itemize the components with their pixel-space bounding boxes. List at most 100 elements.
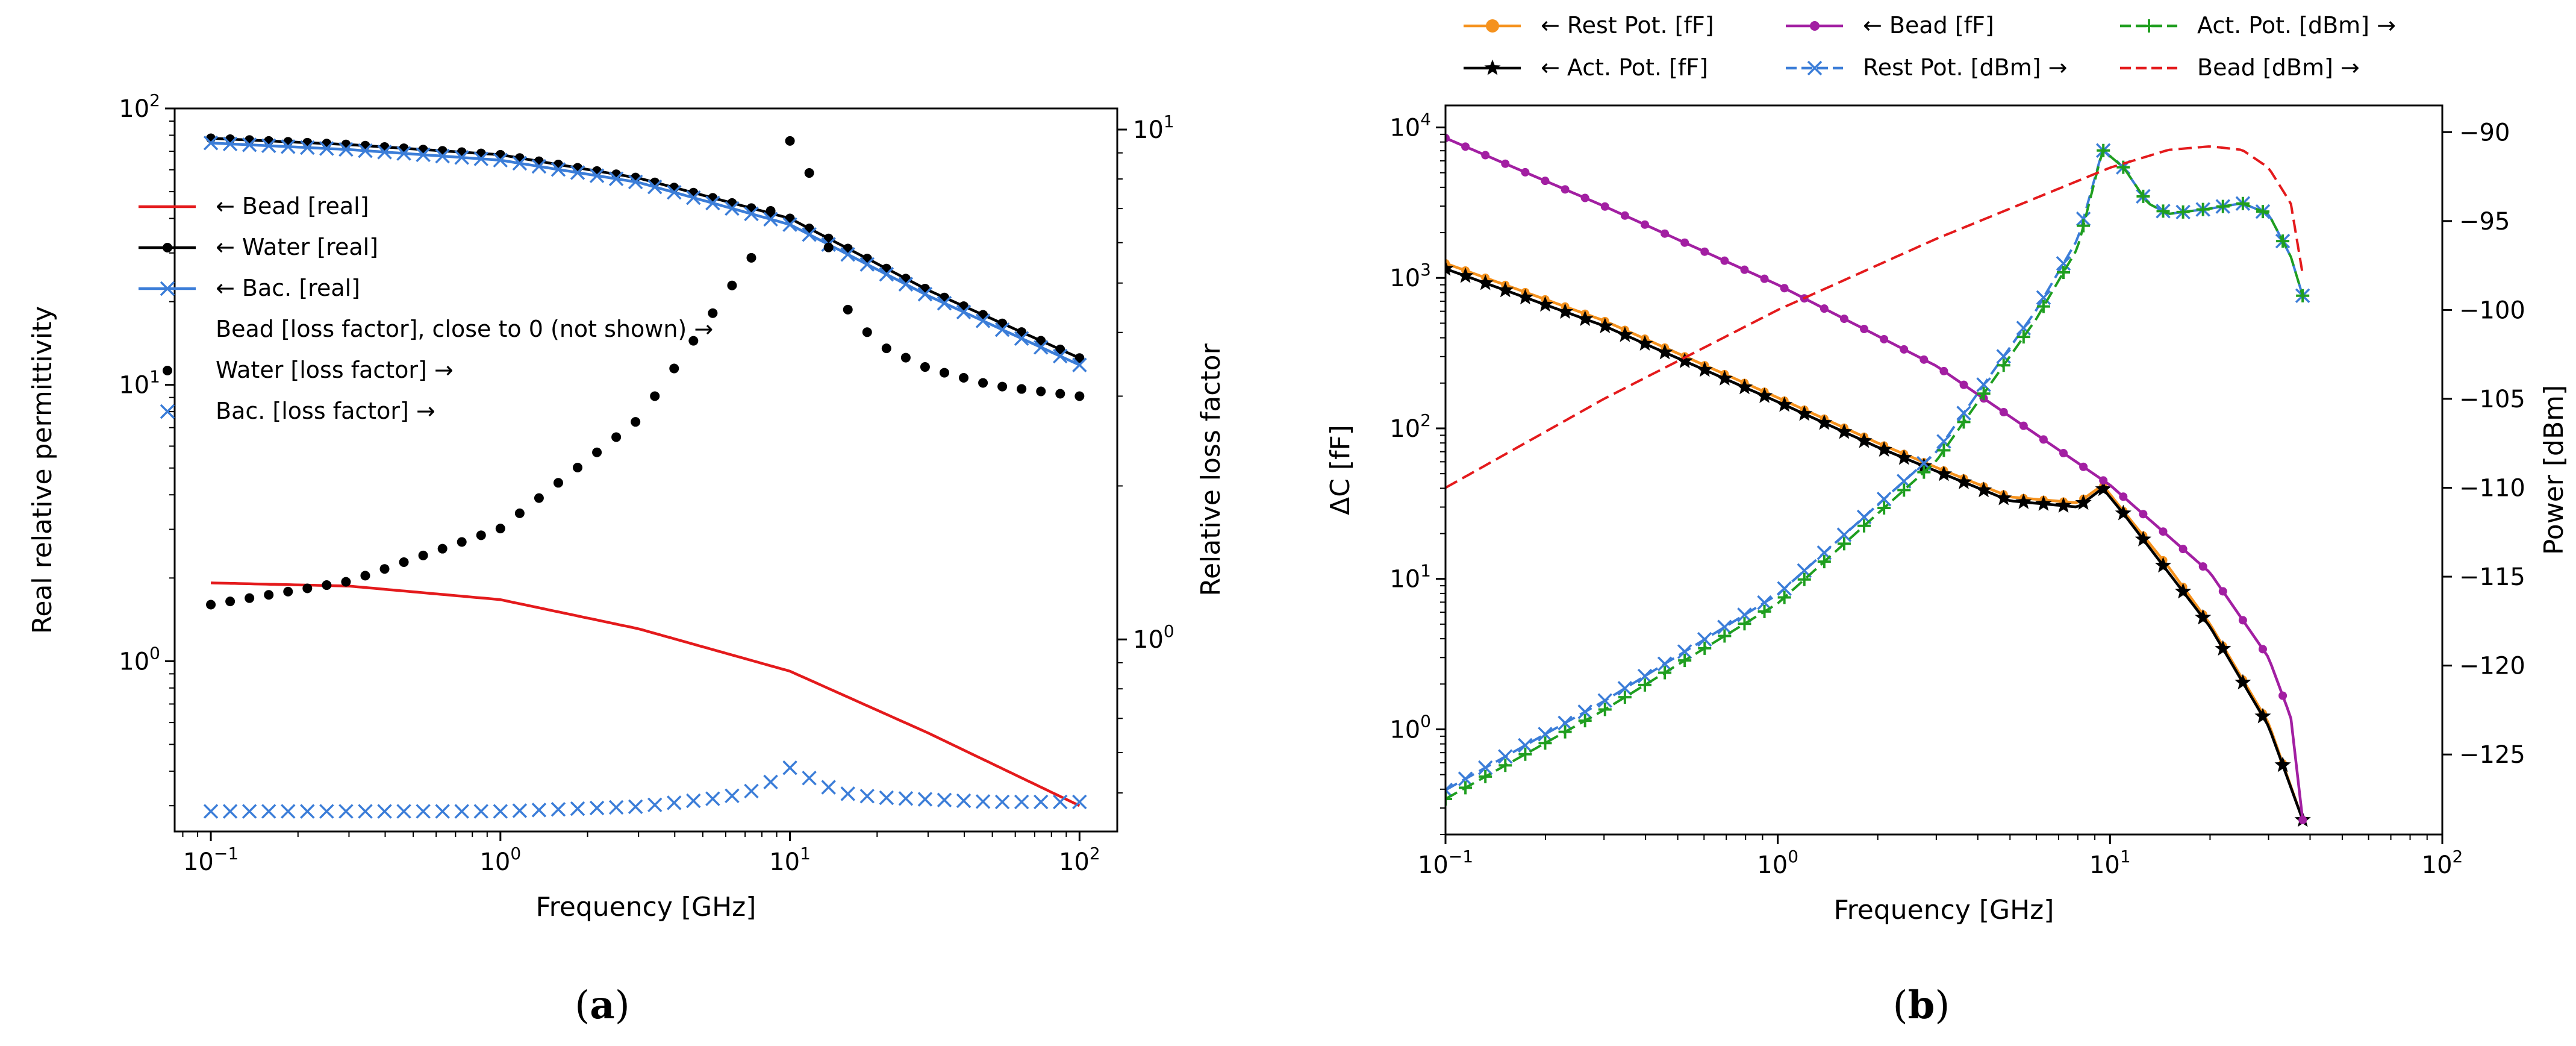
data-point [2015, 493, 2032, 509]
data-point [2115, 504, 2132, 521]
data-point [1445, 260, 1454, 276]
x-tick-label: 101 [2089, 847, 2131, 879]
series-line [1445, 148, 2304, 800]
y-tick-label: 102 [1389, 410, 1431, 443]
data-point [802, 227, 817, 242]
data-point [1501, 159, 1510, 168]
data-point [1074, 353, 1085, 363]
x-tick-label-base: 10 [2089, 851, 2120, 879]
data-point [1756, 387, 1773, 403]
data-point [1895, 449, 1912, 465]
data-point [589, 800, 605, 816]
data-point [476, 530, 486, 540]
data-point [1736, 378, 1753, 395]
data-point [1856, 432, 1873, 448]
data-point [978, 378, 988, 388]
data-point [2218, 587, 2227, 596]
y2-axis-label: Power [dBm] [2539, 385, 2569, 555]
data-point [628, 174, 643, 190]
data-point [1920, 355, 1929, 364]
data-point [1658, 666, 1672, 680]
y2-tick-label: 101 [1133, 111, 1174, 144]
data-point [1461, 142, 1470, 151]
data-point [1499, 759, 1512, 772]
data-point [2215, 640, 2231, 656]
y2-tick-label: −90 [2459, 119, 2510, 146]
data-point [2296, 289, 2310, 302]
data-point [1477, 760, 1493, 775]
x-tick-label-exp: 0 [510, 844, 521, 863]
x-tick-label: 101 [769, 844, 811, 876]
data-point [608, 171, 624, 187]
data-point [708, 308, 718, 318]
y-tick-label-exp: 1 [1420, 561, 1431, 581]
caption-letter: b [1908, 983, 1935, 1028]
data-point [628, 799, 643, 815]
legend-label: ← Act. Pot. [fF] [1541, 54, 1708, 81]
legend-label: Water [loss factor] → [216, 357, 454, 383]
legend-marker [160, 404, 175, 419]
data-point [688, 336, 699, 346]
data-point [1836, 423, 1853, 439]
data-point [994, 794, 1010, 810]
data-point [647, 797, 663, 813]
data-point [322, 139, 332, 149]
data-point [1072, 357, 1087, 372]
data-point [611, 432, 622, 442]
data-point [2256, 205, 2269, 219]
legend-marker [1486, 19, 1499, 33]
data-point [862, 327, 872, 337]
data-point [2154, 557, 2172, 573]
plot-area [203, 133, 1087, 819]
data-point [1839, 315, 1848, 324]
data-point [1498, 749, 1513, 764]
data-point [377, 804, 392, 819]
data-point [2159, 527, 2168, 536]
series-water-loss-factor- [206, 136, 1085, 610]
data-point [2095, 480, 2112, 496]
caption-letter: a [590, 983, 614, 1028]
data-point [1458, 771, 1473, 786]
data-point [416, 804, 431, 819]
data-point [2119, 492, 2128, 501]
caption-paren: ( [1893, 983, 1908, 1028]
legend-label: Rest Pot. [dBm] → [1863, 54, 2068, 81]
series-act-pot-dbm- [1445, 143, 2310, 806]
y2-tick-label-base: 10 [1133, 626, 1164, 654]
x-tick-label-exp: −1 [214, 844, 239, 863]
y-tick-label: 104 [1389, 109, 1431, 142]
data-point [203, 136, 219, 151]
data-point [550, 802, 566, 817]
series-bead-real- [211, 581, 1081, 807]
data-point [399, 557, 409, 568]
y-tick-label-exp: 3 [1420, 260, 1431, 280]
data-point [418, 145, 428, 155]
data-point [1677, 644, 1692, 659]
data-point [1956, 406, 1971, 421]
data-point [1959, 380, 1968, 389]
data-point [1720, 256, 1729, 265]
data-point [300, 804, 315, 819]
panel-caption: (a) [575, 983, 629, 1028]
data-point [514, 508, 525, 518]
x-tick-label: 100 [479, 844, 521, 876]
panel-caption: (b) [1893, 983, 1950, 1028]
data-point [261, 804, 276, 819]
series-line [210, 142, 1081, 366]
data-point [1538, 736, 1552, 750]
data-point [1561, 185, 1570, 194]
data-point [338, 142, 354, 157]
data-point [1636, 335, 1653, 351]
data-point [975, 794, 991, 809]
x-tick-label-exp: 1 [2120, 847, 2131, 866]
legend-label: ← Bead [real] [216, 193, 369, 219]
series-line [1445, 148, 2304, 791]
data-point [859, 257, 875, 272]
x-tick-label-base: 10 [1418, 851, 1449, 879]
legend-marker [163, 243, 172, 252]
data-point [2196, 202, 2210, 216]
data-point [898, 791, 914, 806]
data-point [2274, 756, 2291, 772]
x-tick-label-base: 10 [769, 848, 800, 876]
